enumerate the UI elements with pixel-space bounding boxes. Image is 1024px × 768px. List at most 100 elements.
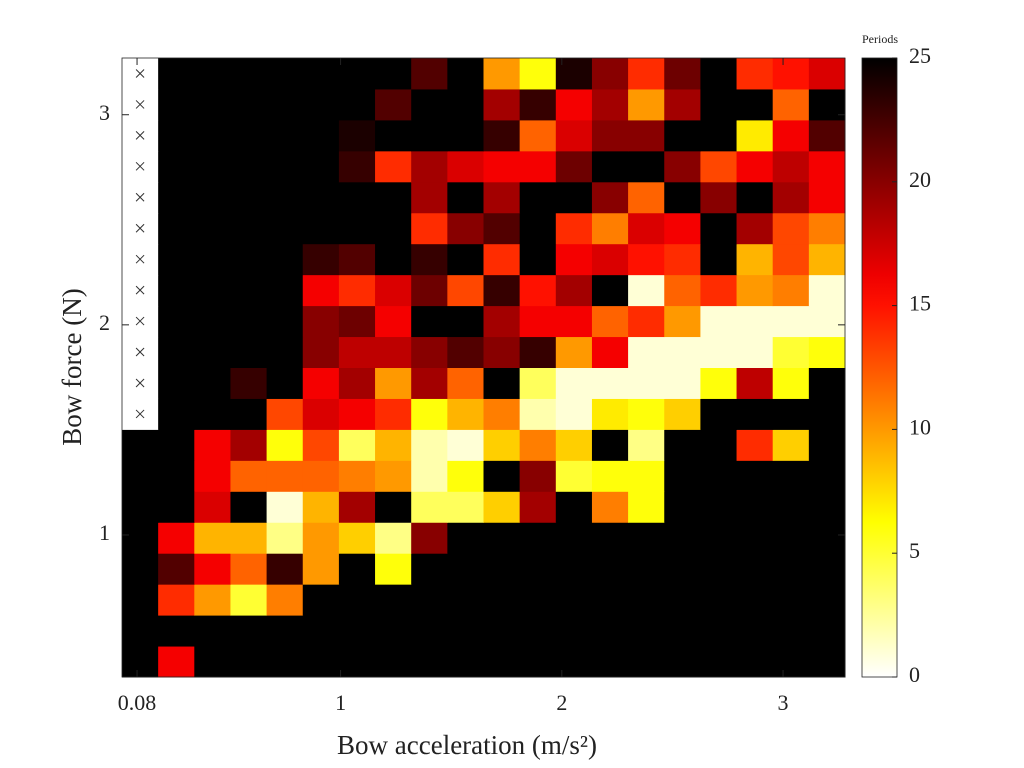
heat-cell (591, 58, 629, 90)
heat-cell (230, 243, 268, 276)
heat-cell (628, 646, 665, 678)
heat-cell (375, 88, 412, 121)
heat-cell (664, 212, 701, 245)
heat-cell (555, 336, 593, 368)
heat-cell (158, 150, 195, 183)
heat-cell (483, 460, 521, 492)
heat-cell (230, 522, 268, 554)
heat-cell (266, 58, 304, 90)
heat-cell (700, 274, 738, 307)
heat-cell (736, 150, 774, 183)
heat-cell (194, 212, 231, 245)
heat-cell (158, 243, 195, 276)
heat-cell (447, 305, 484, 338)
heat-cell (555, 181, 593, 214)
heat-cell (375, 646, 412, 678)
heat-cell (700, 367, 738, 399)
heat-cell (628, 212, 665, 245)
heat-cell (772, 646, 810, 678)
heat-cell (555, 212, 593, 245)
heat-cell (194, 522, 231, 554)
heat-cell (302, 367, 340, 399)
heat-cell (375, 615, 412, 647)
heat-cell (772, 150, 810, 183)
heat-cell (411, 398, 448, 430)
y-tick-label: 1 (99, 520, 110, 545)
heat-cell (230, 398, 268, 430)
heat-cell (194, 274, 231, 307)
heat-cell (158, 274, 195, 307)
heat-cell (194, 460, 231, 492)
heat-cell (700, 491, 738, 523)
heat-cell (700, 243, 738, 276)
heat-cell (338, 522, 376, 554)
missing-marker (135, 409, 145, 419)
heat-cell (628, 584, 665, 616)
heat-cell (230, 646, 268, 678)
heat-cell (411, 367, 448, 399)
heat-cell (375, 119, 412, 152)
heat-cell (772, 88, 810, 121)
heat-cell (483, 305, 521, 338)
heat-cell (158, 584, 195, 616)
heat-cell (158, 181, 195, 214)
heat-cell (266, 367, 304, 399)
heat-cell (194, 181, 231, 214)
heat-cell (302, 305, 340, 338)
heat-cell (700, 460, 738, 492)
colorbar-tick-label: 20 (909, 167, 931, 192)
heat-cell (736, 181, 774, 214)
heat-cell (411, 429, 448, 461)
heat-cell (266, 646, 304, 678)
heat-cell (266, 584, 304, 616)
heat-cell (338, 367, 376, 399)
heat-cell (736, 305, 774, 338)
heat-cell (302, 646, 340, 678)
heat-cell (302, 336, 340, 368)
heat-cell (736, 460, 774, 492)
heat-cell (411, 274, 448, 307)
heat-cell (447, 522, 484, 554)
heat-cell (772, 336, 810, 368)
heat-cell (375, 460, 412, 492)
heat-cell (664, 460, 701, 492)
heat-cell (808, 522, 846, 554)
heat-cell (230, 615, 268, 647)
heat-cell (700, 615, 738, 647)
heat-cell (483, 522, 521, 554)
heat-cell (483, 88, 521, 121)
heat-cell (447, 150, 484, 183)
heat-cell (158, 615, 195, 647)
heat-cell (230, 367, 268, 399)
heat-cell (591, 274, 629, 307)
heat-cell (772, 553, 810, 585)
heat-cell (700, 553, 738, 585)
heat-cell (519, 305, 557, 338)
heat-cell (555, 243, 593, 276)
heat-cell (411, 212, 448, 245)
heat-cell (230, 58, 268, 90)
colorbar-label: Periods (862, 32, 898, 46)
heat-cell (447, 460, 484, 492)
heat-cell (736, 522, 774, 554)
heat-cell (808, 243, 846, 276)
heat-cell (266, 88, 304, 121)
heat-cell (158, 522, 195, 554)
missing-marker (135, 378, 145, 388)
heat-cell (194, 305, 231, 338)
heat-cell (483, 119, 521, 152)
heat-cell (591, 646, 629, 678)
heat-cell (628, 305, 665, 338)
heat-cell (158, 646, 195, 678)
heat-cell (338, 336, 376, 368)
heat-cell (591, 367, 629, 399)
heat-cell (808, 336, 846, 368)
heat-cell (411, 58, 448, 90)
heat-cell (555, 274, 593, 307)
heat-cell (664, 274, 701, 307)
heat-cell (628, 336, 665, 368)
heat-cell (808, 305, 846, 338)
colorbar-tick-label: 25 (909, 43, 931, 68)
heat-cell (700, 336, 738, 368)
heat-cell (158, 491, 195, 523)
